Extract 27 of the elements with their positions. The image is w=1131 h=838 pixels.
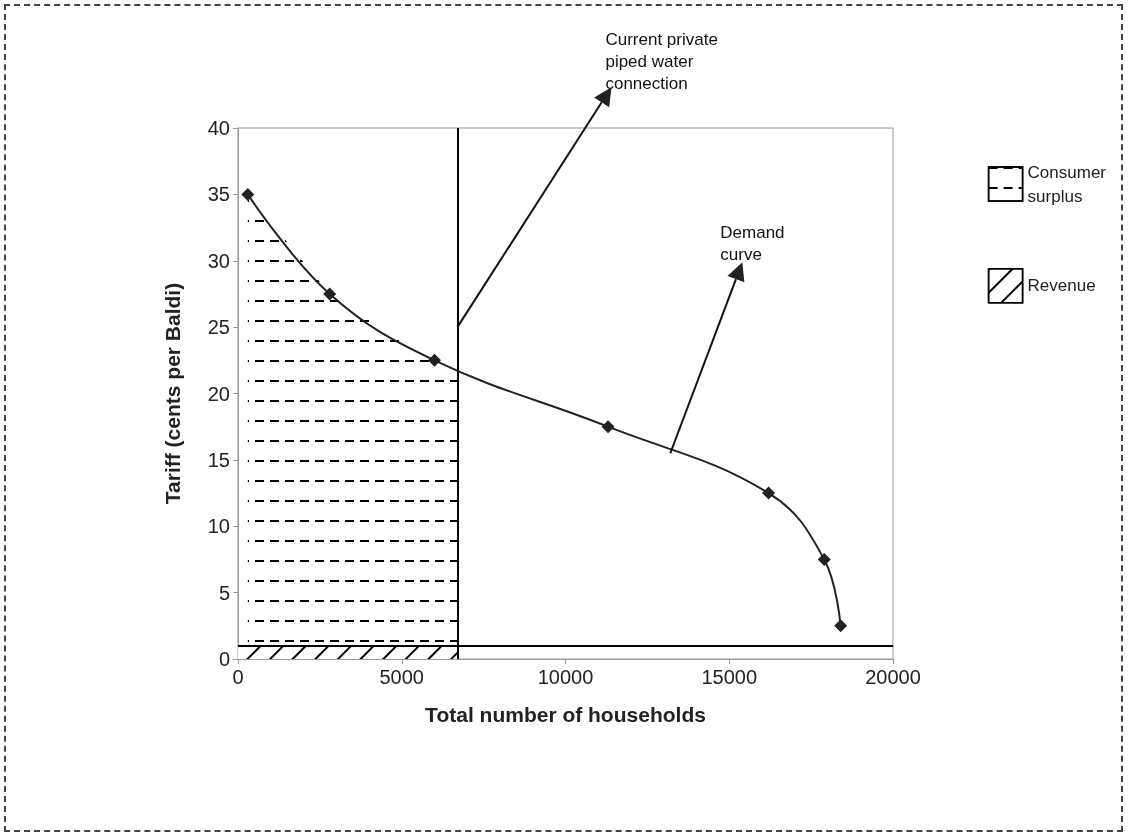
point: [817, 552, 831, 566]
point: [601, 420, 615, 434]
y-tick-label: 10: [207, 515, 230, 538]
point: [834, 619, 848, 633]
point: [428, 353, 441, 367]
legend-label: Consumer surplus: [1027, 162, 1107, 206]
y-tick-label: 25: [207, 316, 230, 339]
x-axis-title: Total number of households: [425, 703, 706, 726]
y-tick-label: 0: [218, 648, 230, 670]
y-tick-label: 5: [218, 581, 230, 604]
point: [241, 187, 255, 201]
y-axis-title: Tariff (cents per Baldi): [161, 282, 184, 505]
x-tick-label: 10000: [537, 666, 594, 688]
annotation: Demand curve: [720, 222, 785, 267]
legend-label: Revenue: [1027, 276, 1096, 296]
x-tick-label: 5000: [379, 666, 424, 688]
x-tick-label: 20000: [865, 666, 921, 688]
point: [762, 486, 776, 500]
y-tick-label: 30: [207, 249, 230, 272]
y-tick-label: 15: [207, 448, 230, 471]
y-tick-label: 35: [207, 183, 230, 206]
x-tick-label: 0: [232, 666, 244, 688]
annotation: Current private piped water connection: [605, 29, 718, 96]
y-tick-label: 20: [207, 382, 230, 405]
x-tick-label: 15000: [701, 666, 758, 688]
y-tick-label: 40: [207, 117, 230, 139]
point: [323, 287, 337, 301]
